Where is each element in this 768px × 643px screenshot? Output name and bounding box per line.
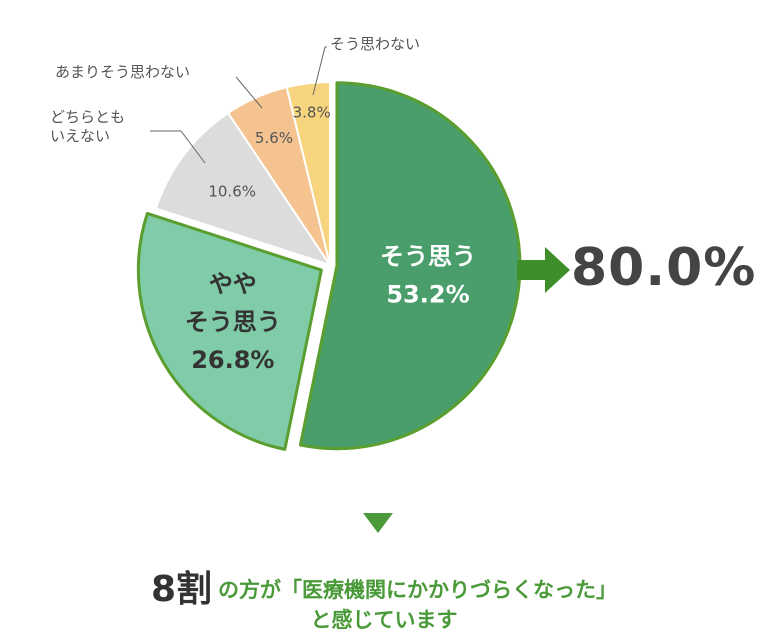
- slice-label-agree: そう思う: [380, 242, 476, 270]
- callout-label-rather-no: あまりそう思わない: [55, 63, 191, 81]
- callout-label-neutral: どちらとも いえない: [50, 108, 126, 145]
- conclusion-line-1: 8割 の方が「医療機関にかかりづらくなった」: [0, 560, 768, 612]
- pie-slice-agree: [298, 81, 522, 451]
- callout-line-disagree: [312, 46, 327, 96]
- slice-label-somewhat-agree: やや: [209, 270, 257, 298]
- conclusion-line-2: と感じています: [310, 608, 458, 632]
- slice-value-neutral: 10.6%: [208, 182, 256, 200]
- pie-slice-neutral: [154, 112, 331, 266]
- slice-value-somewhat-agree: 26.8%: [191, 346, 274, 374]
- conclusion-text-1: の方が「医療機関にかかりづらくなった」: [218, 578, 618, 602]
- down-triangle-icon: [363, 513, 393, 533]
- slice-value-agree: 53.2%: [386, 280, 469, 308]
- conclusion-emphasis: 8割: [150, 569, 213, 610]
- slice-label-somewhat-agree: そう思う: [185, 308, 281, 336]
- callout-label-no: そう思わない: [330, 35, 421, 53]
- pie-slice-somewhat-agree: [136, 211, 323, 451]
- callout-line-neutral: [150, 130, 206, 164]
- slice-value-rather-disagree: 5.6%: [255, 129, 293, 147]
- pie-slice-disagree: [285, 81, 331, 266]
- right-arrow-icon: [517, 247, 570, 293]
- total-agree-value: 80.0%: [571, 238, 757, 298]
- slice-value-disagree: 3.8%: [293, 104, 331, 122]
- callout-line-rather-disagree: [235, 76, 263, 109]
